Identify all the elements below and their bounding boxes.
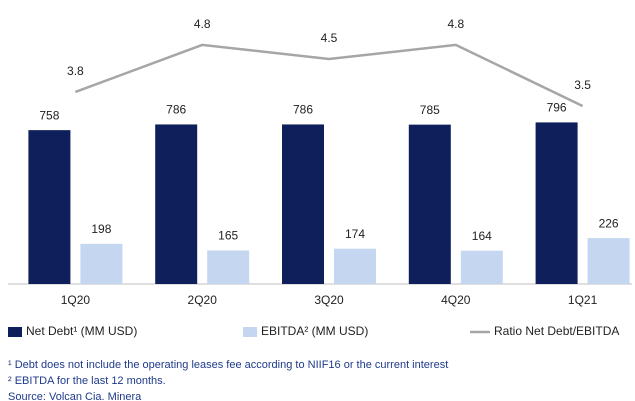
x-tick-label: 4Q20 (441, 293, 471, 307)
bar-value-label: 786 (166, 103, 186, 117)
legend-label: EBITDA² (MM USD) (261, 324, 368, 338)
bar (282, 124, 324, 284)
bar (334, 248, 376, 284)
bar-value-label: 226 (599, 216, 619, 230)
legend-label: Ratio Net Debt/EBITDA (494, 324, 619, 338)
bar (535, 122, 578, 284)
legend-swatch (8, 327, 22, 337)
line-value-label: 4.8 (447, 17, 464, 31)
bar-value-label: 786 (293, 103, 313, 117)
legend-swatch (243, 327, 257, 337)
bar (207, 250, 250, 284)
bar (460, 250, 503, 284)
footnote: Source: Volcan Cia. Minera (8, 391, 142, 401)
legend-label: Net Debt¹ (MM USD) (26, 324, 137, 338)
line-value-label: 3.8 (67, 64, 84, 78)
line-value-label: 3.5 (574, 78, 591, 92)
line-value-label: 4.8 (194, 17, 211, 31)
footnote: ² EBITDA for the last 12 months. (8, 375, 166, 387)
bar (408, 124, 451, 285)
x-tick-label: 2Q20 (188, 293, 218, 307)
bar-value-label: 758 (39, 108, 59, 122)
line-value-label: 4.5 (321, 31, 338, 45)
bar (155, 124, 198, 284)
bar-value-label: 198 (91, 222, 111, 236)
ratio-line (74, 43, 584, 108)
x-tick-label: 1Q21 (568, 293, 598, 307)
bar-value-label: 174 (345, 227, 365, 241)
bar-value-label: 785 (420, 103, 440, 117)
bar (80, 243, 123, 284)
footnote: ¹ Debt does not include the operating le… (8, 359, 448, 371)
x-tick-label: 1Q20 (61, 293, 91, 307)
bar-value-label: 165 (218, 229, 238, 243)
bar (28, 130, 71, 284)
bar (587, 238, 630, 284)
bar-value-label: 796 (547, 101, 567, 115)
bar-value-label: 164 (472, 229, 492, 243)
x-tick-label: 3Q20 (314, 293, 344, 307)
